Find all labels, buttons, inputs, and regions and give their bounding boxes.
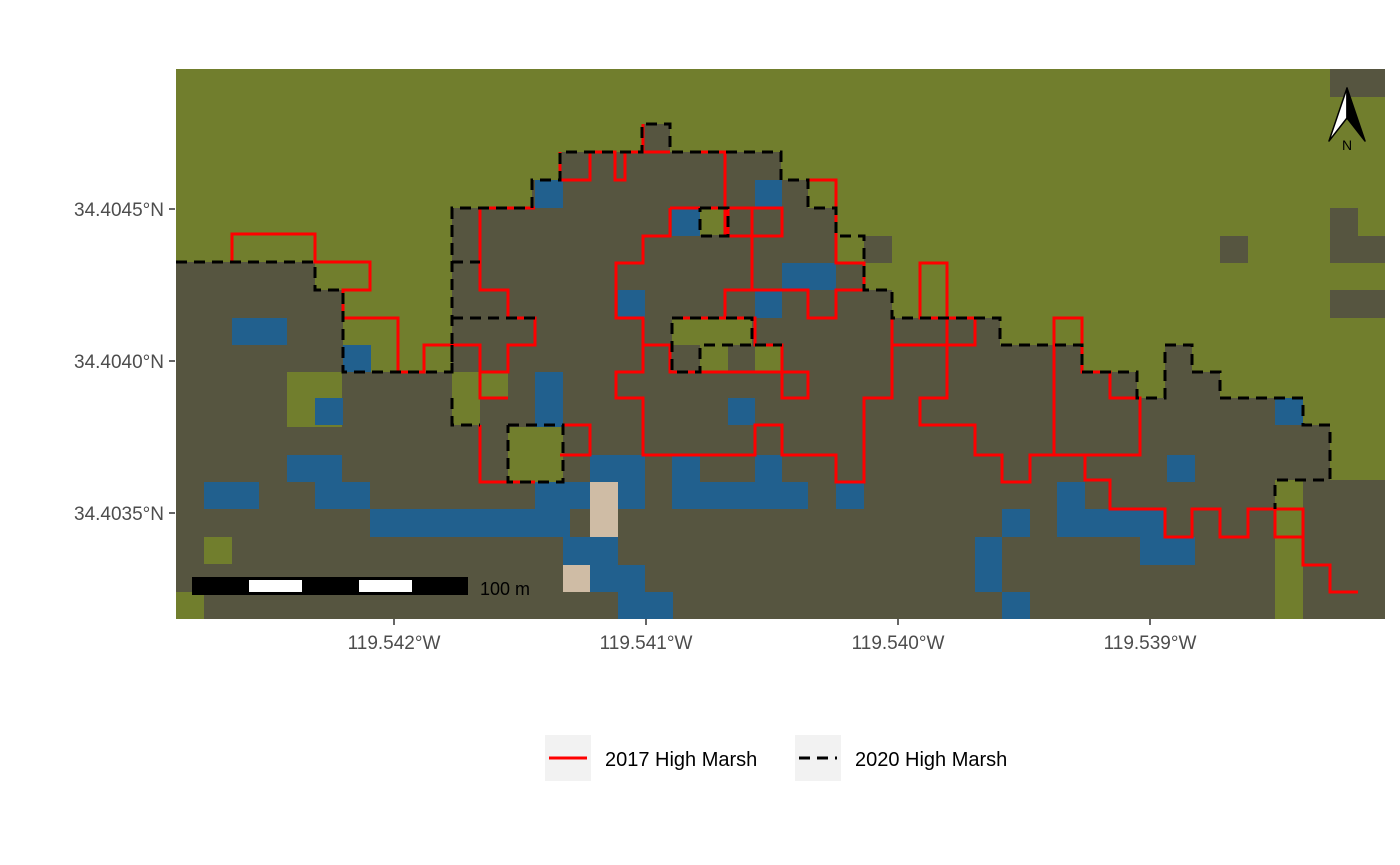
north-arrow-label: N bbox=[1342, 137, 1352, 153]
marsh-area bbox=[1330, 290, 1385, 318]
marsh-area bbox=[1358, 236, 1385, 263]
bare-ground bbox=[563, 482, 618, 592]
y-tick-label: 34.4040°N bbox=[74, 352, 164, 373]
x-tick-label: 119.542°W bbox=[348, 633, 441, 654]
scale-bar: 100 m bbox=[192, 577, 530, 599]
x-tick-label: 119.541°W bbox=[600, 633, 693, 654]
map-panel bbox=[176, 69, 1385, 619]
y-tick-label: 34.4035°N bbox=[74, 504, 164, 525]
north-arrow-icon: N bbox=[1328, 87, 1366, 153]
y-tick-label: 34.4045°N bbox=[74, 200, 164, 221]
marsh-area bbox=[1220, 236, 1248, 263]
marsh-area bbox=[1303, 480, 1385, 619]
x-tick-label: 119.540°W bbox=[852, 633, 945, 654]
marsh-area bbox=[1330, 208, 1358, 263]
marsh-area bbox=[1330, 69, 1385, 97]
legend-item-2020: 2020 High Marsh bbox=[795, 735, 1007, 781]
boundary-2020-high-marsh bbox=[176, 122, 1332, 509]
upland-patches bbox=[176, 208, 1082, 619]
scale-bar-label: 100 m bbox=[480, 579, 530, 599]
marsh-area bbox=[864, 236, 892, 263]
legend-label-2020: 2020 High Marsh bbox=[855, 749, 1007, 771]
x-axis: 119.542°W 119.541°W 119.540°W 119.539°W bbox=[348, 619, 1197, 654]
legend: 2017 High Marsh 2020 High Marsh bbox=[545, 735, 1007, 781]
legend-item-2017: 2017 High Marsh bbox=[545, 735, 757, 781]
x-tick-label: 119.539°W bbox=[1104, 633, 1197, 654]
legend-label-2017: 2017 High Marsh bbox=[605, 749, 757, 771]
water-channels bbox=[204, 180, 1303, 619]
y-axis: 34.4045°N 34.4040°N 34.4035°N bbox=[74, 200, 175, 525]
